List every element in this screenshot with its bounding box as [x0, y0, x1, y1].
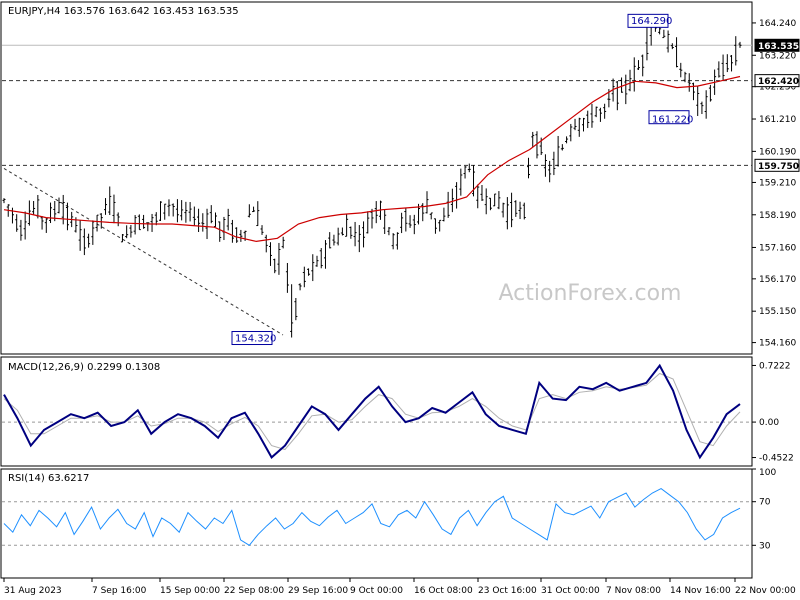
price-tag-box: [754, 74, 800, 88]
symbol-header: EURJPY,H4 163.576 163.642 163.453 163.53…: [8, 6, 239, 17]
macd-panel: 0.7222 0.00 -0.4522: [0, 356, 794, 467]
time-tick-label: 14 Nov 16:00: [670, 586, 731, 596]
rsi-tick-label: 70: [759, 498, 771, 508]
price-tick-label: 159.210: [759, 178, 796, 188]
price-tick-label: 161.210: [759, 115, 796, 125]
rsi-tick-label: 100: [759, 468, 776, 478]
price-tick-label: 164.240: [759, 19, 796, 29]
annotation-label: 161.220: [652, 115, 693, 126]
time-tick-label: 16 Oct 08:00: [414, 586, 473, 596]
price-tag-label: 159.750: [758, 162, 799, 172]
annotation-label: 154.320: [235, 334, 276, 345]
price-tick-label: 160.190: [759, 147, 796, 157]
time-tick-label: 29 Sep 16:00: [288, 586, 348, 596]
price-tick-label: 156.170: [759, 275, 796, 285]
rsi-tick-label: 30: [759, 541, 771, 551]
macd-tick-label: 0.00: [759, 418, 779, 428]
price-tag-label: 163.535: [758, 42, 799, 52]
macd-frame: [0, 356, 753, 467]
price-frame: [0, 1, 753, 355]
time-tick-label: 31 Oct 00:00: [541, 586, 600, 596]
time-tick-label: 9 Oct 00:00: [350, 586, 403, 596]
sma-line: [3, 75, 741, 243]
price-tick-label: 154.160: [759, 339, 796, 349]
price-tick-label: 162.230: [759, 83, 796, 93]
annotation-label: 164.290: [631, 16, 672, 27]
time-tick-label: 22 Sep 08:00: [224, 586, 284, 596]
time-tick-label: 31 Aug 2023: [4, 586, 62, 596]
macd-title: MACD(12,26,9) 0.2299 0.1308: [8, 362, 160, 373]
time-axis: 31 Aug 2023 7 Sep 16:00 15 Sep 00:00 22 Sep…: [3, 578, 796, 596]
macd-tick-label: -0.4522: [759, 454, 794, 464]
rsi-line: [3, 488, 741, 546]
time-tick-label: 7 Nov 08:00: [606, 586, 661, 596]
time-tick-label: 15 Sep 00:00: [160, 586, 220, 596]
macd-tick-label: 0.7222: [759, 361, 791, 371]
time-tick-label: 23 Oct 16:00: [478, 586, 537, 596]
rsi-panel: 100 70 30: [0, 468, 776, 579]
price-tick-label: 155.150: [759, 307, 796, 317]
rsi-frame: [0, 468, 753, 579]
time-tick-label: 7 Sep 16:00: [92, 586, 147, 596]
annotation-box: [627, 13, 669, 28]
annotation-box: [648, 110, 690, 125]
price-tag-label: 162.420: [758, 77, 799, 87]
annotation-box: [231, 331, 273, 346]
trendline: [3, 168, 284, 336]
watermark: ActionForex.com: [499, 281, 682, 306]
price-tick-label: 158.190: [759, 211, 796, 221]
time-tick-label: 22 Nov 00:00: [735, 586, 796, 596]
price-tick-label: 157.160: [759, 243, 796, 253]
rsi-title: RSI(14) 63.6217: [8, 473, 89, 484]
price-tick-label: 163.220: [759, 51, 796, 61]
macd-line: [3, 363, 741, 460]
price-panel: 164.240 163.220 162.230 161.210 160.190 159.2…: [0, 1, 800, 355]
price-tag-box: [754, 158, 800, 172]
price-tag-box: [754, 38, 800, 52]
